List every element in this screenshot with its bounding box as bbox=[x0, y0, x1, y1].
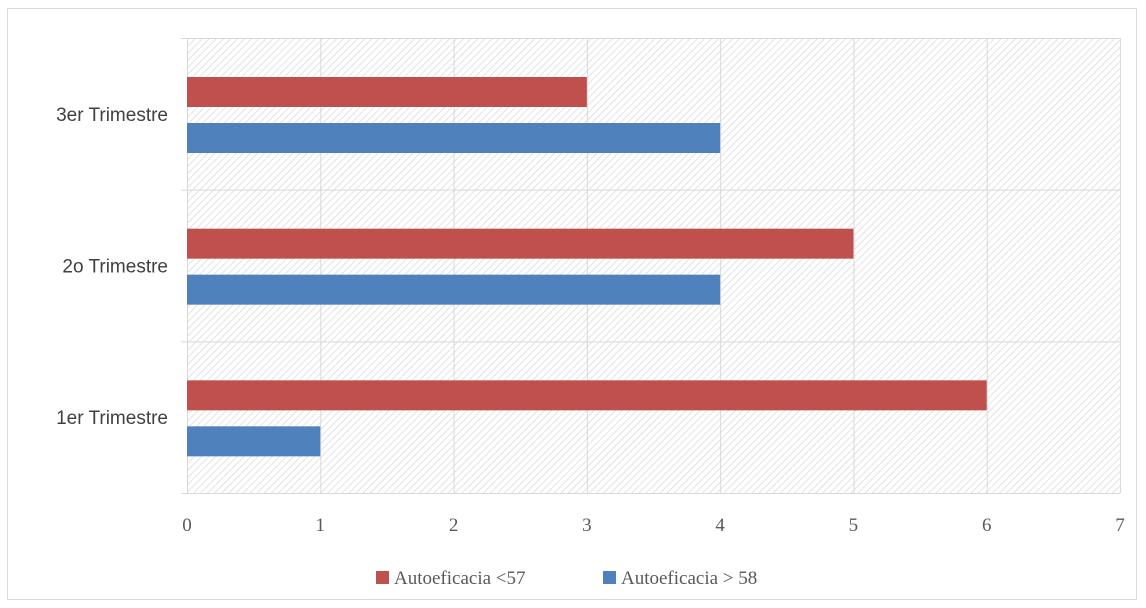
category-label-3: 3er Trimestre bbox=[56, 105, 168, 126]
x-tick-label-7: 7 bbox=[1115, 515, 1125, 536]
category-label-2: 2o Trimestre bbox=[62, 257, 168, 278]
x-tick-label-0: 0 bbox=[182, 515, 192, 536]
legend-label-0: Autoeficacia <57 bbox=[394, 568, 526, 589]
bar-autoeficacia-gt-58-3 bbox=[187, 123, 721, 153]
legend-swatch-1 bbox=[603, 571, 616, 584]
x-tick-label-3: 3 bbox=[582, 515, 592, 536]
x-tick-label-2: 2 bbox=[449, 515, 459, 536]
legend-swatch-0 bbox=[376, 571, 389, 584]
x-tick-labels: 0 1 2 3 4 5 6 7 bbox=[182, 515, 1125, 536]
bar-autoeficacia-lt-57-1 bbox=[187, 380, 987, 411]
legend-label-1: Autoeficacia > 58 bbox=[621, 568, 757, 589]
category-labels: 1er Trimestre 2o Trimestre 3er Trimestre bbox=[56, 105, 168, 429]
category-label-1: 1er Trimestre bbox=[56, 408, 168, 429]
x-tick-label-1: 1 bbox=[316, 515, 326, 536]
bar-autoeficacia-gt-58-1 bbox=[187, 426, 321, 457]
x-tick-label-4: 4 bbox=[715, 515, 725, 536]
plot-area bbox=[187, 38, 1120, 493]
gridlines bbox=[181, 38, 1121, 494]
bar-autoeficacia-lt-57-2 bbox=[187, 228, 854, 259]
x-tick-label-5: 5 bbox=[849, 515, 859, 536]
legend: Autoeficacia <57 Autoeficacia > 58 bbox=[376, 568, 757, 589]
bar-autoeficacia-gt-58-2 bbox=[187, 274, 721, 305]
bars bbox=[187, 77, 987, 457]
bar-autoeficacia-lt-57-3 bbox=[187, 77, 587, 107]
x-tick-label-6: 6 bbox=[982, 515, 992, 536]
